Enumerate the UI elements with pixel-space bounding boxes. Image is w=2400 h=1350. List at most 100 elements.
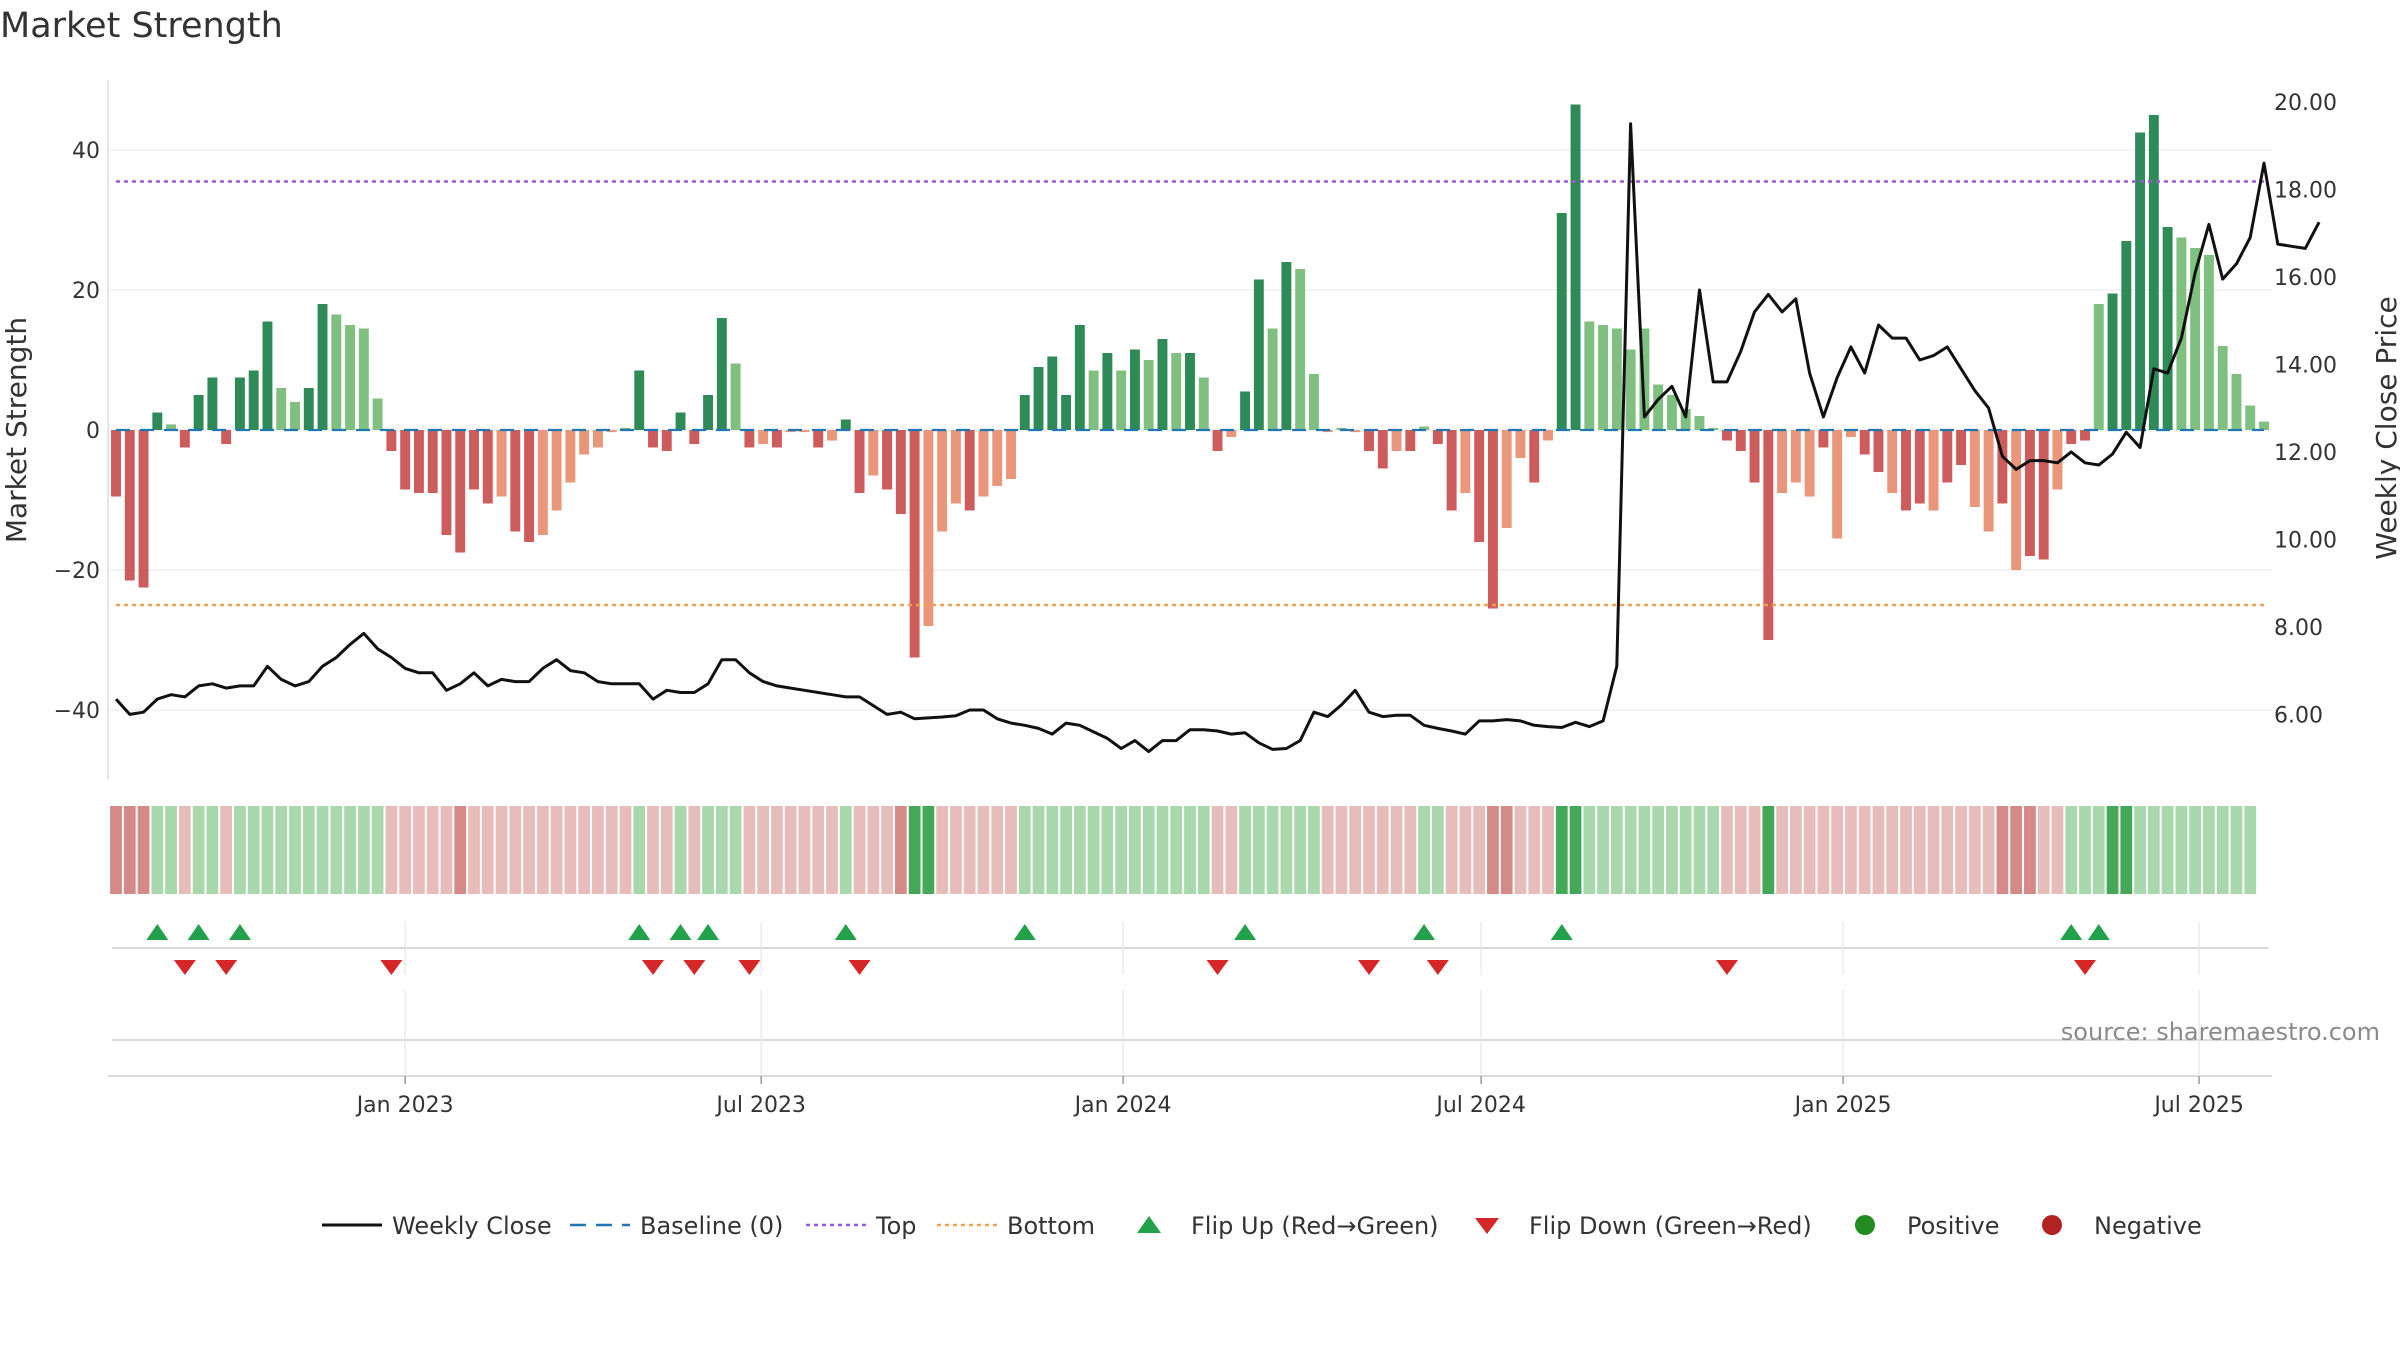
band-cell (151, 806, 164, 894)
band-cell (826, 806, 838, 894)
legend-item[interactable]: Bottom (937, 1212, 1095, 1240)
band-cell (2037, 806, 2050, 894)
band-cell (1252, 806, 1265, 894)
strength-bar (1611, 328, 1622, 430)
strength-bar (441, 430, 452, 535)
flip-up-marker (628, 924, 651, 940)
strength-bar (1240, 391, 1251, 430)
band-cell (2092, 806, 2105, 894)
strength-bar (1845, 430, 1856, 437)
strength-bar (248, 370, 259, 430)
band-cell (165, 806, 177, 894)
band-cell (2147, 806, 2160, 894)
band-cell (1170, 806, 1183, 894)
legend-label: Bottom (1007, 1212, 1095, 1240)
band-cell (2189, 806, 2202, 894)
flip-up-marker (1234, 924, 1257, 940)
band-cell (977, 806, 990, 894)
strength-bar (882, 430, 893, 490)
strength-bar (2135, 132, 2146, 430)
band-cell (1280, 806, 1293, 894)
strength-bar (1171, 353, 1182, 430)
x-tick-label: Jul 2023 (714, 1093, 806, 1118)
band-cell (592, 806, 604, 894)
strength-bar (1790, 430, 1801, 483)
strength-bar (909, 430, 920, 658)
band-cell (1693, 806, 1706, 894)
legend-item[interactable]: Negative (2042, 1212, 2202, 1240)
flip-up-marker (1013, 924, 1036, 940)
flip-up-marker (1550, 924, 1573, 940)
strength-bar (358, 328, 369, 430)
band-cell (371, 806, 384, 894)
legend-item[interactable]: Positive (1855, 1212, 2000, 1240)
band-cell (357, 806, 370, 894)
band-cell (1900, 806, 1912, 894)
band-cell (137, 806, 150, 894)
band-cell (1060, 806, 1072, 894)
strength-bar (648, 430, 658, 448)
band-cell (1418, 806, 1430, 894)
band-cell (2230, 806, 2243, 894)
band-cell (1872, 806, 1885, 894)
strength-bar (868, 430, 879, 476)
band-cell (261, 806, 274, 894)
strength-bar (1969, 430, 1980, 507)
band-cell (1913, 806, 1926, 894)
strength-bar (221, 430, 232, 444)
strength-bar (2245, 405, 2256, 430)
band-cell (1473, 806, 1486, 894)
band-cell (1431, 806, 1444, 894)
band-cell (1266, 806, 1279, 894)
legend-dot-icon (2042, 1215, 2062, 1235)
band-cell (1445, 806, 1458, 894)
legend-item[interactable]: Baseline (0) (570, 1212, 783, 1240)
source-label: source: sharemaestro.com (2061, 1018, 2380, 1046)
band-cell (881, 806, 893, 894)
legend-item[interactable]: Weekly Close (322, 1212, 552, 1240)
band-cell (1803, 806, 1816, 894)
flip-up-marker (1413, 924, 1436, 940)
strength-bar (1749, 430, 1760, 483)
strength-bar (1653, 384, 1664, 430)
strength-bar (124, 430, 135, 581)
strength-bar (427, 430, 438, 493)
flip-down-marker (683, 960, 706, 975)
band-cell (2203, 806, 2215, 894)
strength-bar (207, 377, 218, 430)
flip-down-marker (642, 960, 664, 975)
strength-bar (1405, 430, 1416, 451)
band-cell (2216, 806, 2229, 894)
strength-bar (234, 377, 245, 430)
strength-band-strip (110, 806, 2257, 894)
band-cell (1734, 806, 1747, 894)
band-cell (1638, 806, 1651, 894)
strength-bar (2190, 248, 2201, 430)
band-cell (1225, 806, 1238, 894)
strength-bar (1942, 430, 1953, 483)
legend-triangle-up-icon (1137, 1216, 1161, 1233)
strength-bar (2231, 374, 2242, 430)
band-cell (302, 806, 315, 894)
strength-bar (372, 398, 383, 430)
band-cell (784, 806, 797, 894)
flip-up-marker (2060, 924, 2083, 940)
strength-bar (166, 424, 177, 430)
strength-bar (1515, 430, 1526, 458)
band-cell (330, 806, 343, 894)
band-cell (867, 806, 880, 894)
band-cell (605, 806, 618, 894)
legend-item[interactable]: Flip Up (Red→Green) (1137, 1212, 1439, 1240)
band-cell (220, 806, 233, 894)
strength-bar (799, 430, 810, 433)
legend-item[interactable]: Top (806, 1212, 917, 1240)
strength-bar (854, 430, 865, 493)
strength-bar (276, 388, 287, 430)
band-cell (536, 806, 549, 894)
band-cell (1487, 806, 1499, 894)
y2-tick-label: 10.00 (2274, 528, 2337, 553)
band-cell (1156, 806, 1169, 894)
legend[interactable]: Weekly Close Baseline (0) Top Bottom Flip Up… (322, 1212, 2202, 1240)
legend-item[interactable]: Flip Down (Green→Red) (1475, 1212, 1812, 1240)
